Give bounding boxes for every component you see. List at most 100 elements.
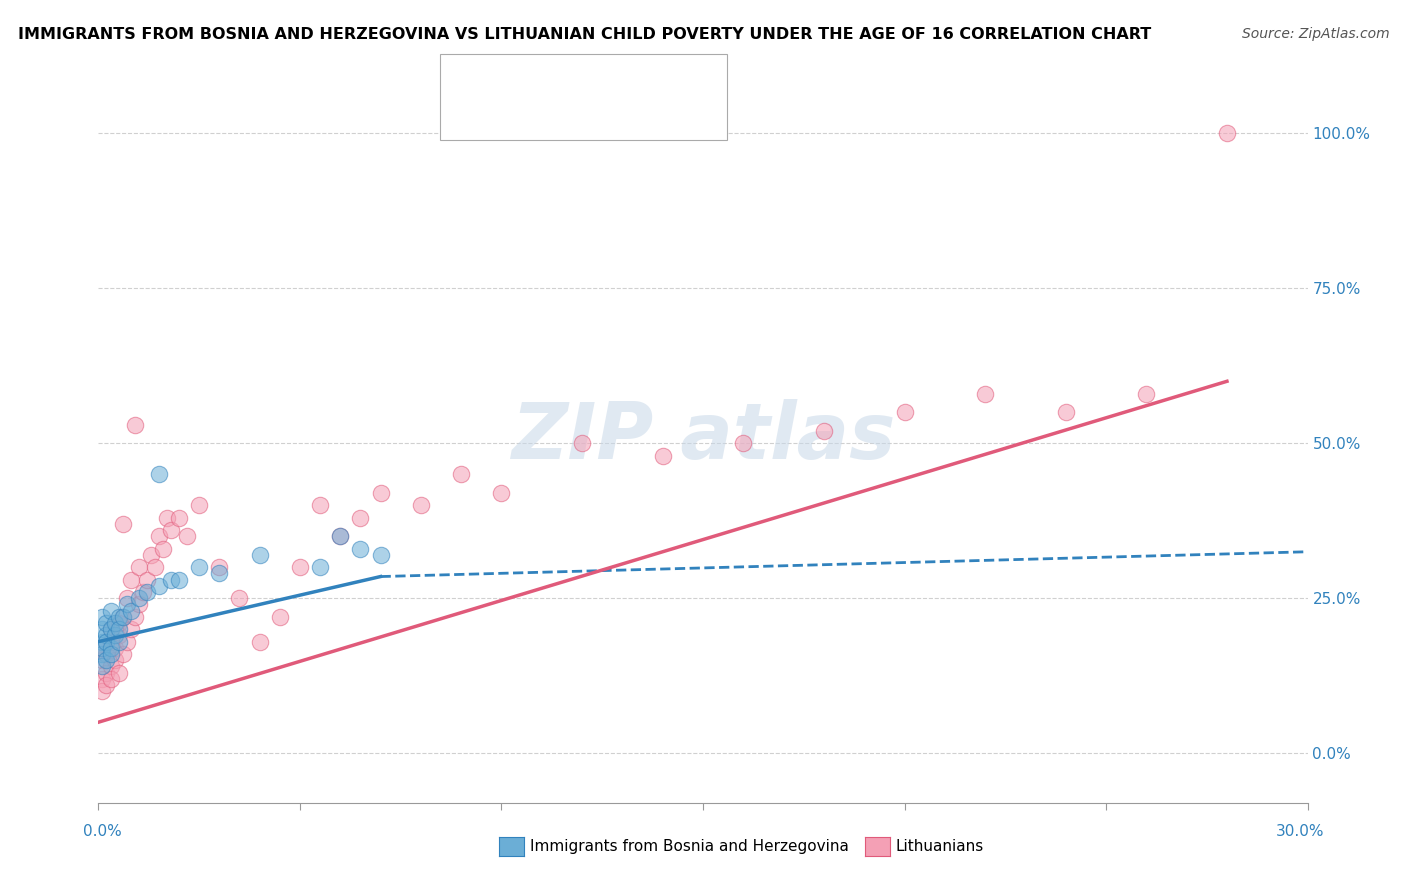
Point <box>103 653 125 667</box>
Point <box>329 529 352 543</box>
Point <box>91 653 114 667</box>
Point <box>100 659 122 673</box>
Point <box>91 640 114 655</box>
Point <box>124 417 146 432</box>
Point <box>148 467 170 482</box>
Point <box>91 659 114 673</box>
Point <box>571 436 593 450</box>
Point <box>107 628 129 642</box>
Point <box>103 615 125 630</box>
Point <box>111 516 134 531</box>
Point <box>135 573 157 587</box>
Point <box>100 647 122 661</box>
Point <box>100 622 122 636</box>
Point <box>120 604 142 618</box>
Point <box>107 615 129 630</box>
Point <box>167 573 190 587</box>
Point <box>128 598 150 612</box>
Point <box>309 498 332 512</box>
Point <box>167 510 190 524</box>
Point <box>288 560 311 574</box>
Point <box>111 647 134 661</box>
Point <box>96 665 118 680</box>
Point <box>813 424 835 438</box>
Point <box>491 486 513 500</box>
Point <box>160 573 183 587</box>
Point <box>249 634 271 648</box>
Point <box>370 486 392 500</box>
Point <box>107 610 129 624</box>
Point <box>269 610 291 624</box>
Point <box>91 634 114 648</box>
Text: 30.0%: 30.0% <box>1277 824 1324 838</box>
Point <box>100 622 122 636</box>
Text: ZIP atlas: ZIP atlas <box>510 399 896 475</box>
Point <box>91 622 114 636</box>
Text: 0.0%: 0.0% <box>83 824 122 838</box>
Point <box>91 610 114 624</box>
Point <box>1216 126 1239 140</box>
Text: Immigrants from Bosnia and Herzegovina: Immigrants from Bosnia and Herzegovina <box>530 839 849 854</box>
Point <box>100 672 122 686</box>
Point <box>96 653 118 667</box>
Point <box>107 665 129 680</box>
Point <box>100 604 122 618</box>
Point <box>148 529 170 543</box>
Point <box>115 598 138 612</box>
Point <box>651 449 673 463</box>
Point <box>370 548 392 562</box>
Point <box>1135 386 1157 401</box>
Point <box>111 610 134 624</box>
Point <box>111 610 134 624</box>
Point <box>893 405 915 419</box>
Point <box>115 591 138 606</box>
Point <box>409 498 432 512</box>
Point <box>188 560 211 574</box>
Text: IMMIGRANTS FROM BOSNIA AND HERZEGOVINA VS LITHUANIAN CHILD POVERTY UNDER THE AGE: IMMIGRANTS FROM BOSNIA AND HERZEGOVINA V… <box>18 27 1152 42</box>
Text: Lithuanians: Lithuanians <box>896 839 984 854</box>
Point <box>96 678 118 692</box>
Point <box>96 628 118 642</box>
Text: R = 0.195   N = 35: R = 0.195 N = 35 <box>488 69 645 87</box>
Point <box>124 610 146 624</box>
Point <box>128 560 150 574</box>
Point <box>91 647 114 661</box>
Point <box>733 436 755 450</box>
Point <box>103 640 125 655</box>
Point <box>208 566 231 581</box>
Point <box>309 560 332 574</box>
Point <box>152 541 174 556</box>
Point <box>103 628 125 642</box>
Point <box>208 560 231 574</box>
Point <box>120 573 142 587</box>
Point <box>974 386 997 401</box>
Point <box>349 541 371 556</box>
Point <box>148 579 170 593</box>
Point <box>135 585 157 599</box>
Point <box>143 560 166 574</box>
Point <box>100 640 122 655</box>
Point <box>228 591 250 606</box>
Point <box>156 510 179 524</box>
Point <box>120 622 142 636</box>
Point <box>249 548 271 562</box>
Point <box>91 684 114 698</box>
Point <box>107 622 129 636</box>
Point <box>160 523 183 537</box>
Point <box>100 634 122 648</box>
Point <box>139 548 162 562</box>
Point <box>96 647 118 661</box>
Point <box>329 529 352 543</box>
Text: Source: ZipAtlas.com: Source: ZipAtlas.com <box>1241 27 1389 41</box>
Point <box>188 498 211 512</box>
Text: R = 0.574   N = 59: R = 0.574 N = 59 <box>488 104 645 122</box>
Point <box>96 615 118 630</box>
Point <box>96 634 118 648</box>
Point <box>1054 405 1077 419</box>
Point <box>132 585 155 599</box>
Point <box>349 510 371 524</box>
Point <box>128 591 150 606</box>
Point <box>176 529 198 543</box>
Point <box>91 640 114 655</box>
Point <box>91 672 114 686</box>
